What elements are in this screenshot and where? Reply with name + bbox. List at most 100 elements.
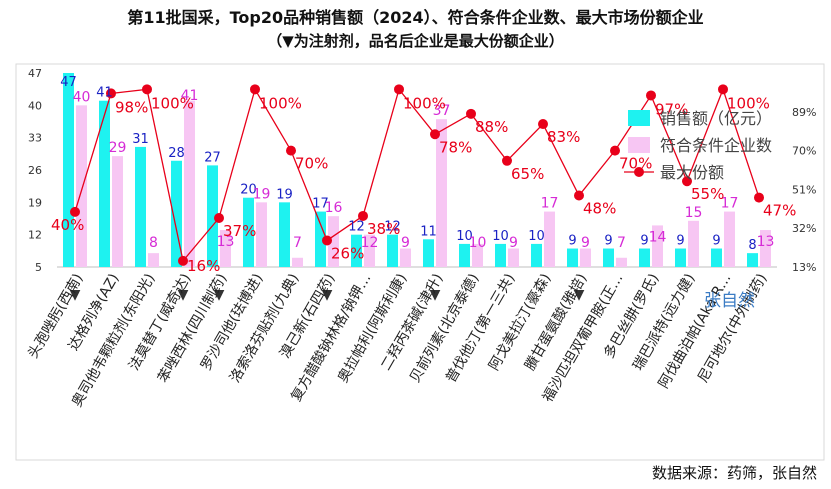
sales-data-label: 9: [676, 234, 684, 249]
chart-frame: [15, 63, 825, 461]
legend-bar-swatch: [628, 137, 650, 153]
sales-data-label: 9: [568, 234, 576, 249]
max-share-label: 40%: [51, 216, 84, 234]
max-share-point: [430, 129, 440, 140]
sales-bar: [675, 248, 686, 267]
sales-bar: [603, 248, 614, 267]
max-share-label: 55%: [691, 185, 724, 203]
max-share-label: 70%: [295, 155, 328, 173]
max-share-point: [394, 84, 404, 95]
company-count-bar: [616, 257, 627, 267]
company-count-bar: [292, 257, 303, 267]
sales-data-label: 10: [456, 229, 473, 244]
sales-data-label: 31: [132, 132, 149, 147]
max-share-point: [250, 84, 260, 95]
company-count-label: 9: [581, 235, 590, 251]
company-count-bar: [256, 202, 267, 267]
company-count-label: 13: [217, 234, 235, 250]
sales-bar: [63, 73, 74, 267]
max-share-line: [74, 87, 760, 263]
max-share-point: [754, 192, 764, 203]
max-share-point: [214, 212, 224, 223]
sales-data-label: 11: [420, 224, 437, 239]
max-share-label: 65%: [511, 165, 544, 183]
sales-bar: [243, 197, 254, 267]
sales-data-label: 9: [604, 234, 612, 249]
company-count-bar: [580, 248, 591, 267]
max-share-point: [178, 255, 188, 266]
sales-data-label: 9: [712, 234, 720, 249]
max-share-label: 97%: [655, 100, 688, 118]
sales-data-label: 28: [168, 146, 185, 161]
max-share-label: 88%: [475, 118, 508, 136]
max-share-point: [142, 84, 152, 95]
company-count-label: 29: [109, 140, 127, 156]
sales-bar: [459, 243, 470, 267]
chart-title: 第11批国采，Top20品种销售额（2024）、符合条件企业数、最大市场份额企业: [127, 8, 704, 27]
max-share-label: 98%: [115, 98, 148, 116]
sales-bar: [279, 202, 290, 267]
sales-bar: [135, 146, 146, 267]
legend-bar-swatch: [628, 110, 650, 126]
max-share-point: [538, 119, 548, 130]
company-count-label: 17: [721, 196, 739, 212]
company-count-label: 40: [73, 89, 91, 105]
max-share-label: 47%: [763, 202, 796, 220]
sales-bar: [315, 211, 326, 267]
max-share-label: 38%: [367, 220, 400, 238]
sales-bar: [171, 160, 182, 267]
max-share-point: [70, 206, 80, 217]
injection-marker: ▼: [430, 287, 441, 303]
company-count-label: 15: [685, 205, 703, 221]
max-share-label: 83%: [547, 128, 580, 146]
legend-label: 最大份额: [660, 163, 724, 182]
left-axis-tick: 26: [28, 164, 42, 177]
company-count-bar: [400, 248, 411, 267]
injection-marker: ▼: [574, 287, 585, 303]
legend-label: 销售额（亿元）: [660, 109, 772, 128]
max-share-label: 16%: [187, 257, 220, 275]
company-count-bar: [184, 100, 195, 267]
sales-bar: [387, 234, 398, 267]
max-share-label: 100%: [259, 94, 302, 112]
company-count-label: 17: [541, 196, 559, 212]
watermark-text: 张自然: [704, 291, 755, 311]
legend-marker-swatch: [634, 167, 644, 177]
right-axis-tick: 89%: [792, 106, 816, 119]
injection-marker: ▼: [322, 287, 333, 303]
company-count-label: 14: [649, 229, 667, 245]
sales-data-label: 8: [748, 238, 756, 253]
company-count-label: 7: [617, 235, 626, 251]
company-count-label: 10: [469, 235, 487, 251]
company-count-label: 19: [253, 186, 271, 202]
source-note: 数据来源：药筛，张自然: [651, 464, 817, 482]
max-share-label: 48%: [583, 200, 616, 218]
company-count-bar: [760, 230, 771, 267]
company-count-bar: [76, 105, 87, 267]
company-count-bar: [688, 220, 699, 267]
company-count-label: 8: [149, 235, 158, 251]
left-axis-tick: 33: [28, 132, 42, 145]
sales-bar: [711, 248, 722, 267]
company-count-bar: [364, 234, 375, 267]
chart-subtitle: （▼为注射剂，品名后企业是最大份额企业）: [267, 32, 564, 50]
company-count-bar: [148, 253, 159, 267]
left-axis-tick: 19: [28, 196, 42, 209]
max-share-point: [286, 145, 296, 156]
right-axis-tick: 51%: [792, 183, 816, 196]
left-axis-tick: 12: [28, 229, 42, 242]
max-share-label: 37%: [223, 222, 256, 240]
max-share-point: [682, 176, 692, 187]
max-share-label: 100%: [727, 94, 770, 112]
sales-data-label: 17: [312, 197, 329, 212]
sales-bar: [567, 248, 578, 267]
right-axis-tick: 32%: [792, 222, 816, 235]
max-share-label: 78%: [439, 138, 472, 156]
max-share-label: 100%: [403, 94, 446, 112]
sales-bar: [639, 248, 650, 267]
left-axis-tick: 47: [28, 67, 42, 80]
right-axis-tick: 70%: [792, 145, 816, 158]
company-count-bar: [112, 156, 123, 267]
company-count-bar: [220, 230, 231, 267]
